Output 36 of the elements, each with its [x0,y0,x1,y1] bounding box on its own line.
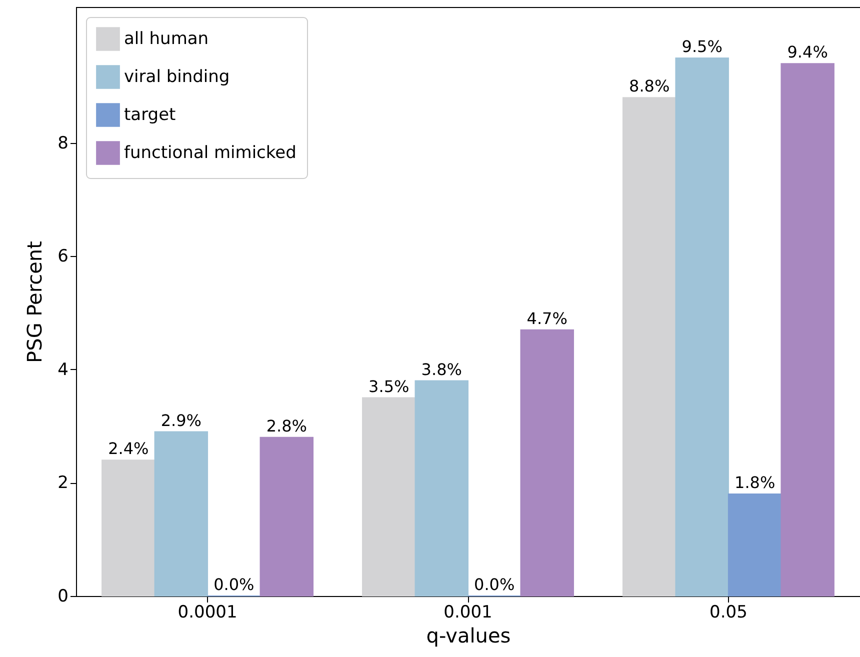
x-axis-title: q-values [426,624,511,648]
data-label: 3.8% [421,360,462,379]
bar [260,436,314,596]
data-label: 1.8% [734,473,776,492]
data-label: 3.5% [368,376,410,396]
bar [362,397,416,596]
legend-label: viral binding [124,67,230,87]
data-label: 8.8% [629,76,670,96]
data-label: 2.9% [160,410,202,430]
data-label: 9.4% [787,42,828,62]
y-tick-label: 4 [58,360,68,380]
bar [675,57,729,596]
legend-label: all human [124,29,209,49]
bar [102,460,156,596]
data-label: 0.0% [474,575,515,594]
y-tick-label: 6 [58,246,68,267]
x-tick-label: 0.001 [444,602,492,622]
y-tick-label: 8 [58,133,68,154]
y-tick-label: 0 [58,586,68,606]
data-label: 9.5% [682,36,722,56]
data-label: 2.8% [266,416,307,436]
bar [780,63,834,596]
legend-label: functional mimicked [124,143,296,163]
bar [728,494,782,596]
x-tick-label: 0.0001 [178,602,238,622]
bar [622,97,676,596]
data-label: 2.4% [108,439,149,458]
bar [520,329,574,596]
y-axis-title: PSG Percent [22,240,47,363]
bar [154,431,208,596]
data-label: 0.0% [214,575,254,594]
legend-label: target [124,105,176,125]
x-tick-label: 0.05 [710,602,748,622]
data-label: 4.7% [526,308,568,328]
bar [414,380,468,596]
y-tick-label: 2 [58,473,68,494]
